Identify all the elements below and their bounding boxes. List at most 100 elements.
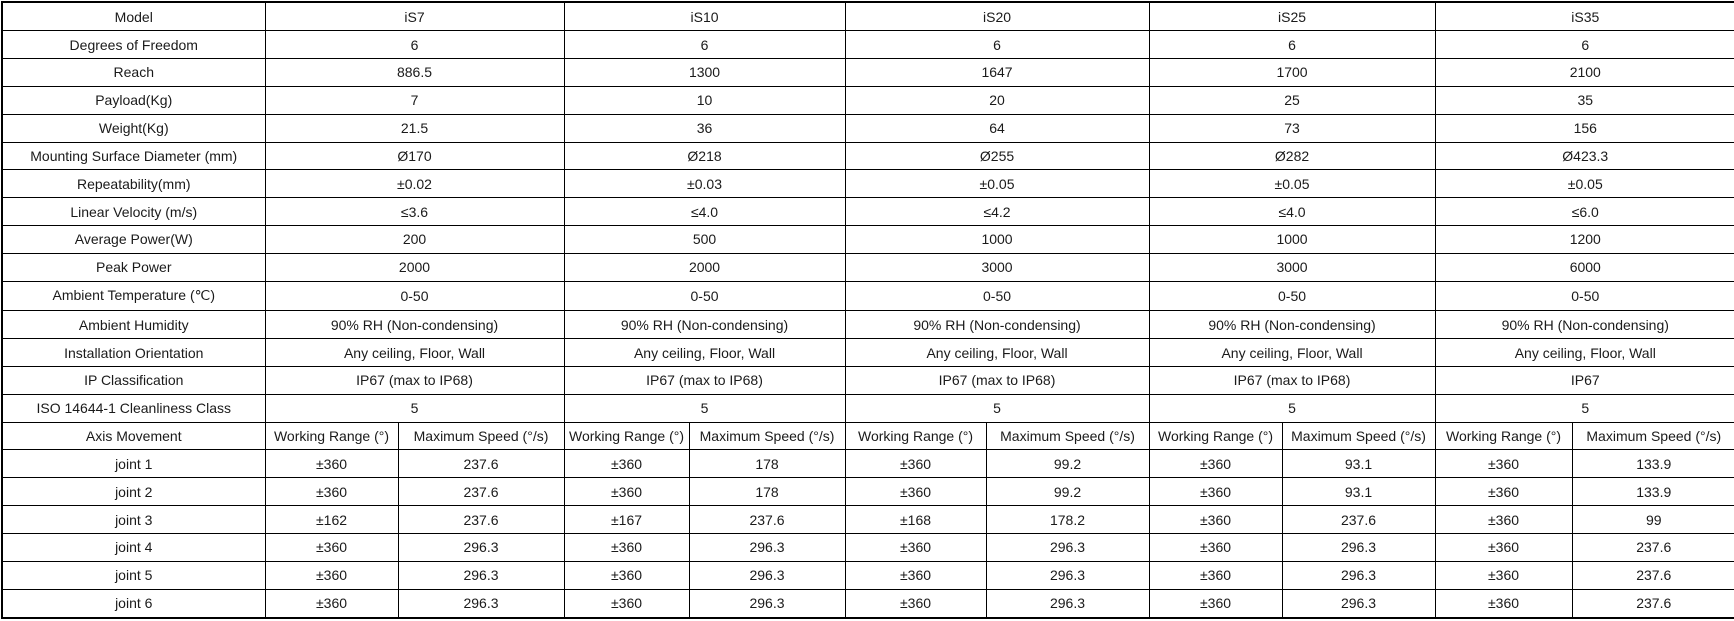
spec-value: 1000 — [1148, 225, 1436, 254]
maximum-speed-value: 296.3 — [1281, 560, 1436, 590]
spec-value: 0-50 — [1434, 280, 1734, 312]
spec-row: Average Power(W) 200 500 1000 1000 1200 — [1, 225, 1734, 254]
working-range-value: ±360 — [844, 560, 987, 590]
spec-value: 500 — [563, 225, 846, 254]
spec-value: 25 — [1148, 85, 1436, 115]
spec-row: Degrees of Freedom 6 6 6 6 6 — [1, 30, 1734, 59]
axis-header-row: Axis Movement Working Range (°) Maximum Sp… — [1, 421, 1734, 451]
model-header-is7: iS7 — [264, 1, 565, 32]
spec-value: 0-50 — [1148, 280, 1436, 312]
working-range-value: ±360 — [264, 477, 399, 507]
maximum-speed-value: 133.9 — [1571, 477, 1734, 507]
spec-row: Installation Orientation Any ceiling, Flo… — [1, 338, 1734, 367]
maximum-speed-value: 296.3 — [397, 560, 565, 590]
spec-row: Ambient Humidity 90% RH (Non-condensing) 9… — [1, 310, 1734, 340]
spec-value: 90% RH (Non-condensing) — [1148, 310, 1436, 340]
working-range-value: ±360 — [1434, 477, 1573, 507]
joint-row: joint 4 ±360 296.3 ±360 296.3 ±360 296.3 ±360 29… — [1, 532, 1734, 562]
spec-value: 2000 — [563, 252, 846, 282]
spec-value: 6 — [844, 30, 1150, 59]
spec-value: Any ceiling, Floor, Wall — [1148, 338, 1436, 367]
spec-row: IP Classification IP67 (max to IP68) IP67 … — [1, 365, 1734, 395]
maximum-speed-value: 237.6 — [1281, 505, 1436, 534]
working-range-value: ±360 — [1434, 505, 1573, 534]
maximum-speed-value: 237.6 — [397, 505, 565, 534]
maximum-speed-value: 93.1 — [1281, 449, 1436, 479]
maximum-speed-value: 296.3 — [985, 560, 1150, 590]
spec-value: ±0.03 — [563, 169, 846, 199]
spec-value: 5 — [264, 393, 565, 423]
working-range-value: ±360 — [1434, 560, 1573, 590]
spec-row: Weight(Kg) 21.5 36 64 73 156 — [1, 113, 1734, 143]
spec-row-label: Ambient Humidity — [1, 310, 266, 340]
maximum-speed-value: 296.3 — [985, 588, 1150, 619]
spec-value: 0-50 — [844, 280, 1150, 312]
spec-row-label: Payload(Kg) — [1, 85, 266, 115]
model-header-is10: iS10 — [563, 1, 846, 32]
spec-row-label: Ambient Temperature (℃) — [1, 280, 266, 312]
working-range-value: ±162 — [264, 505, 399, 534]
working-range-value: ±360 — [264, 560, 399, 590]
spec-value: Ø423.3 — [1434, 141, 1734, 171]
maximum-speed-value: 296.3 — [688, 588, 846, 619]
maximum-speed-value: 237.6 — [1571, 588, 1734, 619]
spec-value: 1300 — [563, 58, 846, 87]
working-range-value: ±360 — [1148, 505, 1283, 534]
working-range-value: ±360 — [844, 532, 987, 562]
maximum-speed-header: Maximum Speed (°/s) — [397, 421, 565, 451]
spec-value: ±0.05 — [1434, 169, 1734, 199]
working-range-value: ±360 — [1148, 449, 1283, 479]
maximum-speed-value: 237.6 — [1571, 532, 1734, 562]
spec-value: 5 — [1434, 393, 1734, 423]
joint-label: joint 2 — [1, 477, 266, 507]
spec-value: IP67 (max to IP68) — [1148, 365, 1436, 395]
working-range-value: ±167 — [563, 505, 690, 534]
maximum-speed-value: 237.6 — [397, 477, 565, 507]
spec-value: 64 — [844, 113, 1150, 143]
working-range-header: Working Range (°) — [264, 421, 399, 451]
maximum-speed-header: Maximum Speed (°/s) — [688, 421, 846, 451]
spec-value: IP67 (max to IP68) — [844, 365, 1150, 395]
spec-value: 2000 — [264, 252, 565, 282]
spec-value: 6 — [563, 30, 846, 59]
spec-value: ≤3.6 — [264, 197, 565, 227]
working-range-value: ±360 — [1148, 560, 1283, 590]
spec-value: 1700 — [1148, 58, 1436, 87]
working-range-value: ±360 — [1148, 588, 1283, 619]
spec-value: 6 — [1148, 30, 1436, 59]
spec-value: Any ceiling, Floor, Wall — [1434, 338, 1734, 367]
spec-row-label: Peak Power — [1, 252, 266, 282]
spec-value: 73 — [1148, 113, 1436, 143]
spec-value: 156 — [1434, 113, 1734, 143]
working-range-value: ±360 — [1148, 532, 1283, 562]
working-range-value: ±360 — [844, 449, 987, 479]
spec-value: 7 — [264, 85, 565, 115]
maximum-speed-value: 296.3 — [688, 560, 846, 590]
spec-value: 5 — [563, 393, 846, 423]
working-range-value: ±360 — [264, 532, 399, 562]
model-header-is35: iS35 — [1434, 1, 1734, 32]
maximum-speed-value: 237.6 — [688, 505, 846, 534]
working-range-value: ±360 — [563, 449, 690, 479]
spec-value: Any ceiling, Floor, Wall — [563, 338, 846, 367]
joint-label: joint 1 — [1, 449, 266, 479]
spec-value: 90% RH (Non-condensing) — [844, 310, 1150, 340]
working-range-value: ±360 — [844, 477, 987, 507]
spec-value: 6 — [1434, 30, 1734, 59]
spec-value: 36 — [563, 113, 846, 143]
spec-value: 1200 — [1434, 225, 1734, 254]
maximum-speed-value: 178.2 — [985, 505, 1150, 534]
working-range-header: Working Range (°) — [844, 421, 987, 451]
spec-value: 90% RH (Non-condensing) — [1434, 310, 1734, 340]
working-range-value: ±360 — [1148, 477, 1283, 507]
spec-row: Ambient Temperature (℃) 0-50 0-50 0-50 0-50 0… — [1, 280, 1734, 312]
joint-row: joint 1 ±360 237.6 ±360 178 ±360 99.2 ±360 93.1 ±… — [1, 449, 1734, 479]
maximum-speed-value: 296.3 — [985, 532, 1150, 562]
spec-row-label: ISO 14644-1 Cleanliness Class — [1, 393, 266, 423]
spec-value: ±0.05 — [844, 169, 1150, 199]
spec-row-label: Reach — [1, 58, 266, 87]
maximum-speed-value: 99.2 — [985, 477, 1150, 507]
